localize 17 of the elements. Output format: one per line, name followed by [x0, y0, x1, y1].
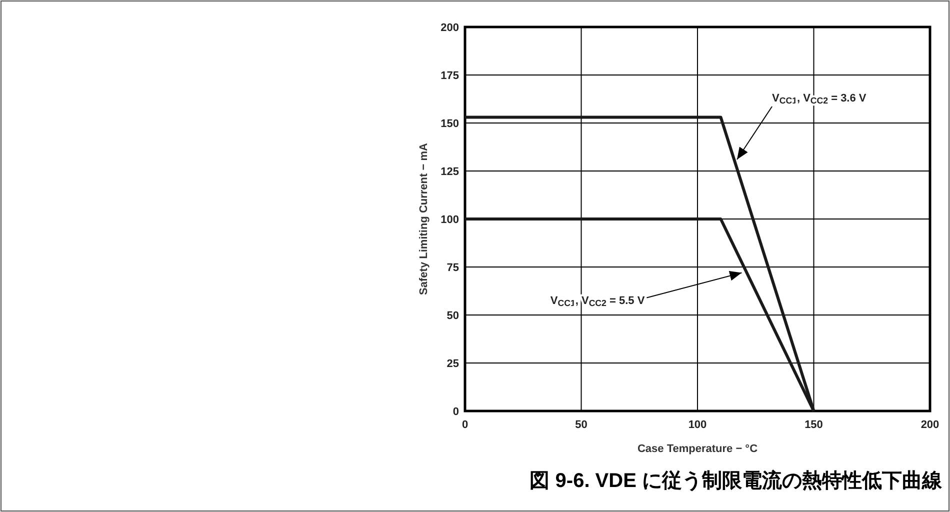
x-tick-label: 100: [688, 419, 707, 431]
y-axis-title: Safety Limiting Current − mA: [418, 143, 430, 295]
y-tick-label: 125: [440, 166, 459, 178]
y-tick-label: 0: [452, 406, 459, 418]
y-tick-label: 100: [440, 214, 459, 226]
y-tick-label: 150: [440, 118, 459, 130]
y-tick-label: 200: [440, 22, 459, 34]
y-tick-label: 175: [440, 70, 459, 82]
x-tick-label: 0: [462, 419, 468, 431]
x-tick-label: 50: [575, 419, 588, 431]
x-tick-label: 200: [920, 419, 940, 431]
x-tick-label: 150: [804, 419, 823, 431]
text: 図 9-6. VDE に従う制限電流の熱特性低下曲線: [530, 469, 943, 492]
y-tick-label: 25: [446, 358, 459, 370]
y-tick-label: 50: [446, 310, 459, 322]
y-tick-label: 75: [446, 262, 459, 274]
x-axis-title: Case Temperature − °C: [637, 443, 758, 455]
